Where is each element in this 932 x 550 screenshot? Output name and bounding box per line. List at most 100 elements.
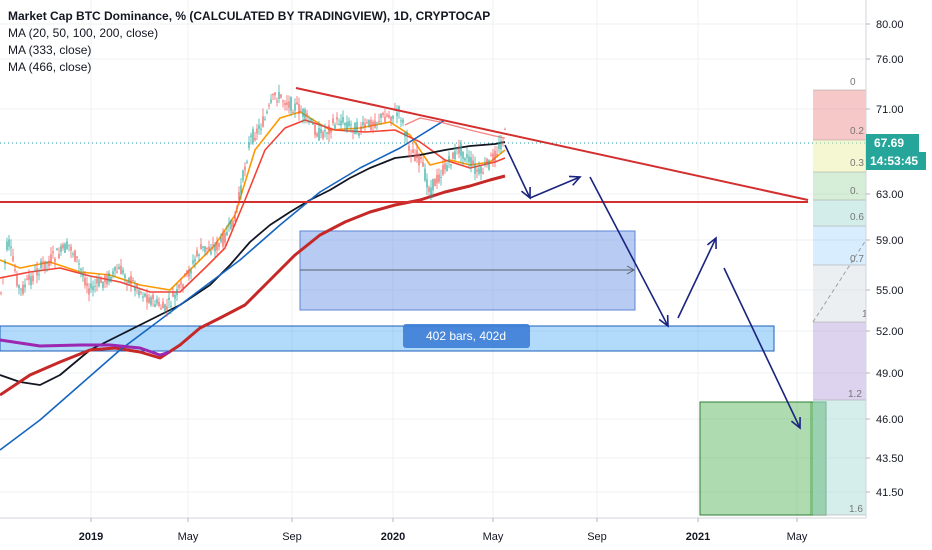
candle <box>100 278 102 284</box>
indicator-ma-333[interactable]: MA (333, close) <box>8 43 92 57</box>
fib-label-3: 0. <box>850 186 858 197</box>
chart-title: Market Cap BTC Dominance, % (CALCULATED … <box>8 9 491 23</box>
range-badge <box>403 324 530 348</box>
fib-label-0: 0 <box>850 77 856 88</box>
candle <box>296 102 298 104</box>
price-tick-label-2: 71.00 <box>876 104 904 116</box>
arrow-5 <box>723 267 801 429</box>
candle <box>206 247 208 249</box>
candle <box>84 278 86 286</box>
fib-band-2 <box>813 172 866 200</box>
candle <box>412 149 414 154</box>
candle <box>486 158 488 164</box>
ma-466-line <box>0 338 171 357</box>
candle <box>386 114 388 117</box>
candle <box>436 174 438 184</box>
candle <box>364 123 366 128</box>
candle <box>314 124 316 135</box>
candle <box>72 253 74 255</box>
price-tick-label-7: 52.00 <box>876 326 904 338</box>
candle <box>272 93 274 96</box>
candle <box>214 245 216 252</box>
candle <box>52 251 54 254</box>
candle <box>46 261 48 264</box>
candle <box>470 157 472 167</box>
arrow-5-head <box>790 416 801 430</box>
candle <box>98 279 100 287</box>
price-tick-label-5: 59.00 <box>876 235 904 247</box>
fib-label-5: 0.7 <box>850 254 864 265</box>
candle <box>504 129 506 131</box>
candle <box>160 308 162 310</box>
candle <box>276 100 278 103</box>
candle <box>180 281 182 285</box>
candle <box>200 244 202 250</box>
candle <box>368 119 370 127</box>
descending-trendline <box>295 87 809 201</box>
drawings: 402 bars, 402d <box>0 87 809 430</box>
candle <box>86 283 88 287</box>
candle <box>110 276 112 282</box>
indicator-ma-multi[interactable]: MA (20, 50, 100, 200, close) <box>8 26 159 40</box>
candle <box>154 304 156 307</box>
price-tick-label-0: 80.00 <box>876 19 904 31</box>
candle <box>306 113 308 117</box>
candle <box>50 254 52 264</box>
candle <box>218 243 220 248</box>
candle <box>54 258 56 262</box>
candle <box>324 130 326 132</box>
candle <box>492 153 494 163</box>
ma-200-line <box>0 174 506 397</box>
arrow-3-head <box>658 314 669 328</box>
candle <box>464 158 466 161</box>
candle <box>74 250 76 262</box>
candle <box>68 244 70 246</box>
candle <box>158 301 160 306</box>
candle <box>290 97 292 111</box>
candle <box>256 128 258 134</box>
candle <box>374 120 376 128</box>
candle <box>60 245 62 252</box>
candle <box>106 275 108 285</box>
price-tick-label-8: 49.00 <box>876 368 904 380</box>
candle <box>310 118 312 121</box>
candle <box>330 129 332 133</box>
candle <box>456 147 458 150</box>
candle <box>420 156 422 160</box>
candle <box>342 117 344 123</box>
candle <box>496 153 498 156</box>
candle <box>234 216 236 221</box>
chart-legend: Market Cap BTC Dominance, % (CALCULATED … <box>8 8 490 76</box>
candle <box>292 112 294 114</box>
candle <box>8 239 10 247</box>
candle <box>22 284 24 294</box>
candle <box>192 260 194 264</box>
candle <box>70 246 72 251</box>
candle <box>360 126 362 132</box>
candle <box>224 233 226 243</box>
candle <box>458 146 460 154</box>
fib-retracement: 0 0.2 0.3 0. 0.6 0.7 1 1.2 1.6 <box>812 77 868 516</box>
candle <box>402 119 404 123</box>
candle <box>126 282 128 284</box>
candle <box>284 102 286 106</box>
candle <box>124 274 126 279</box>
candle <box>32 275 34 282</box>
candle <box>40 260 42 268</box>
indicator-ma-466[interactable]: MA (466, close) <box>8 60 92 74</box>
candle <box>328 125 330 135</box>
candle <box>238 192 240 200</box>
candle <box>232 220 234 231</box>
candle <box>122 269 124 274</box>
arrow-4-head <box>706 236 717 250</box>
candle <box>494 150 496 162</box>
candle <box>454 151 456 160</box>
fib-label-2: 0.3 <box>850 158 864 169</box>
candle <box>440 177 442 179</box>
candle <box>12 256 14 261</box>
time-tick-label-1: May <box>178 531 199 543</box>
candle <box>222 233 224 247</box>
candle <box>480 166 482 174</box>
